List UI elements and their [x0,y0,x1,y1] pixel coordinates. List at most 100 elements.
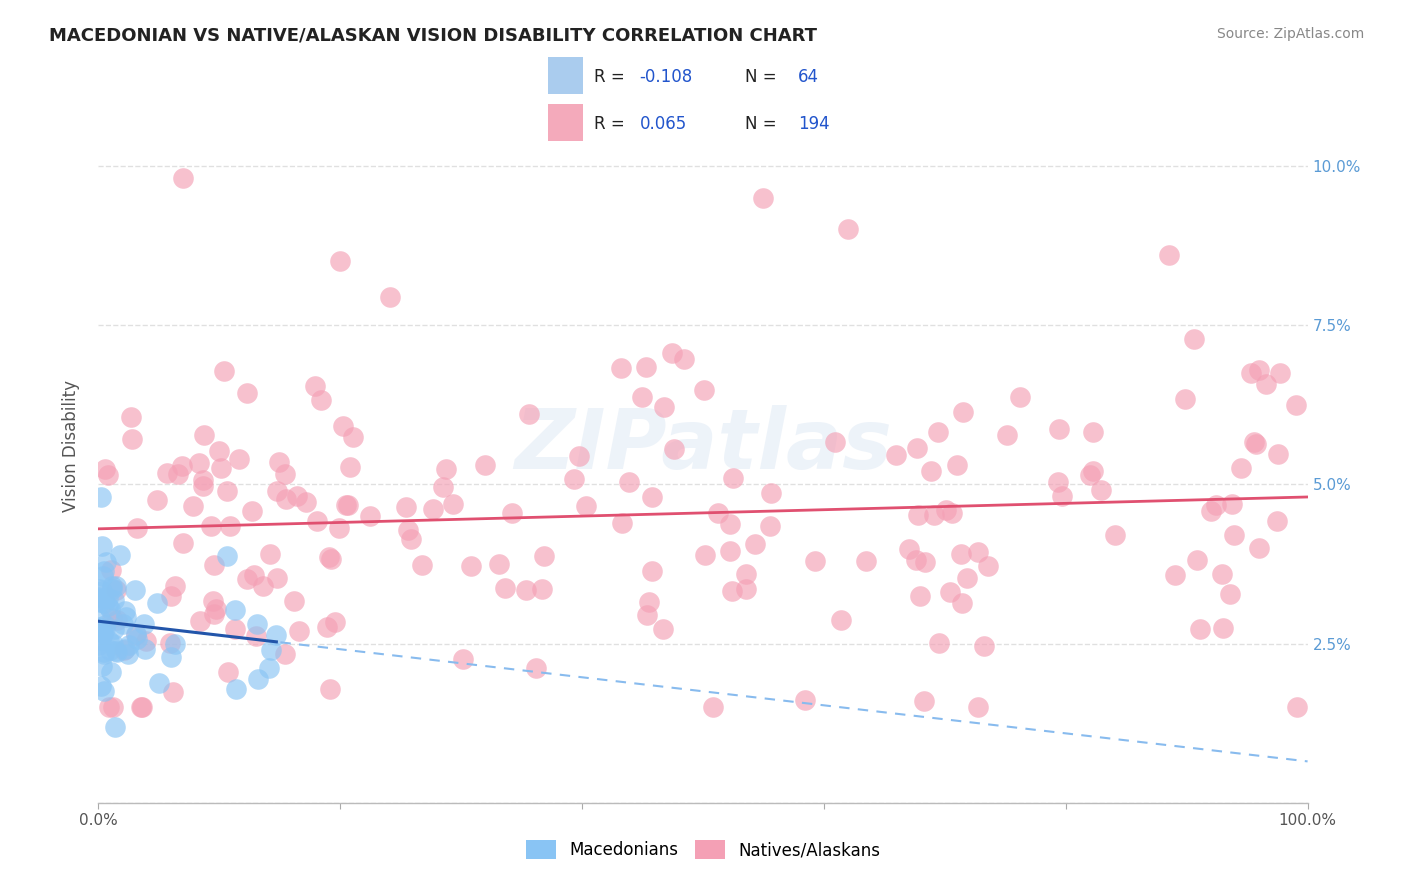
Point [1229,461,1251,475]
Point [568,449,591,463]
Point [432,480,454,494]
Point [323,615,346,630]
Point [830,613,852,627]
Point [1199,504,1222,518]
Point [1174,392,1197,407]
Point [87,620,110,634]
Point [562,471,585,485]
Point [259,547,281,561]
Point [1163,568,1185,582]
Point [110,548,132,562]
Point [87,639,110,653]
Point [912,694,935,708]
Point [124,583,146,598]
Point [146,596,169,610]
Point [90,490,112,504]
Point [1047,475,1070,489]
Point [309,393,332,408]
Point [305,515,328,529]
Point [533,549,555,563]
Point [159,636,181,650]
Point [1188,622,1211,636]
Point [125,628,148,642]
Point [94,555,117,569]
Point [524,661,547,675]
Point [612,516,634,531]
Bar [548,104,583,141]
Point [530,582,553,596]
Text: ZIPatlas: ZIPatlas [515,406,891,486]
Point [1081,464,1104,478]
Point [200,519,222,533]
Point [995,428,1018,442]
Point [288,624,311,638]
Point [316,619,339,633]
Point [224,603,246,617]
Text: R =: R = [593,115,624,133]
Point [718,544,741,558]
Point [1182,332,1205,346]
Y-axis label: Vision Disability: Vision Disability [62,380,80,512]
Point [112,642,135,657]
Point [610,361,633,376]
Point [928,636,950,650]
Point [100,582,122,597]
Point [121,433,143,447]
Point [101,611,124,625]
Point [661,346,683,360]
Point [707,506,730,520]
Point [274,647,297,661]
Point [378,290,401,304]
Point [94,622,117,636]
Point [208,443,231,458]
Point [165,637,187,651]
Point [332,418,354,433]
Point [328,520,350,534]
Point [91,568,114,582]
Point [1256,377,1278,392]
Point [124,627,146,641]
Point [761,486,783,500]
Point [257,661,280,675]
Point [225,682,247,697]
Point [1220,497,1243,511]
Point [652,400,675,414]
Point [907,508,929,522]
Point [97,599,120,613]
Point [920,464,942,478]
Text: 64: 64 [799,68,818,86]
Point [1240,367,1263,381]
Point [236,386,259,401]
Point [702,700,724,714]
Point [114,641,136,656]
Point [1052,489,1074,503]
Point [744,537,766,551]
Point [335,498,357,512]
Point [114,604,136,618]
Bar [548,57,583,95]
Point [1244,437,1267,451]
Point [245,629,267,643]
Point [304,379,326,393]
Point [1267,447,1289,461]
Point [950,596,973,610]
Point [941,507,963,521]
Point [474,458,496,472]
Point [120,410,142,425]
Text: Source: ZipAtlas.com: Source: ZipAtlas.com [1216,27,1364,41]
Point [118,638,141,652]
Point [243,567,266,582]
Point [575,499,598,513]
Text: -0.108: -0.108 [640,68,693,86]
Point [187,456,209,470]
Point [90,632,112,647]
Point [91,625,114,640]
Point [673,351,696,366]
Point [93,591,115,605]
Point [734,567,756,582]
Point [1185,552,1208,566]
Point [517,407,540,421]
Point [977,558,1000,573]
Point [434,462,457,476]
Point [949,547,972,561]
